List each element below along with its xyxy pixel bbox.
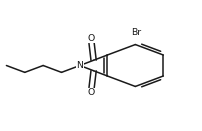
- Text: O: O: [88, 88, 95, 97]
- Text: Br: Br: [131, 28, 141, 37]
- Text: O: O: [88, 34, 95, 43]
- Text: N: N: [76, 61, 83, 70]
